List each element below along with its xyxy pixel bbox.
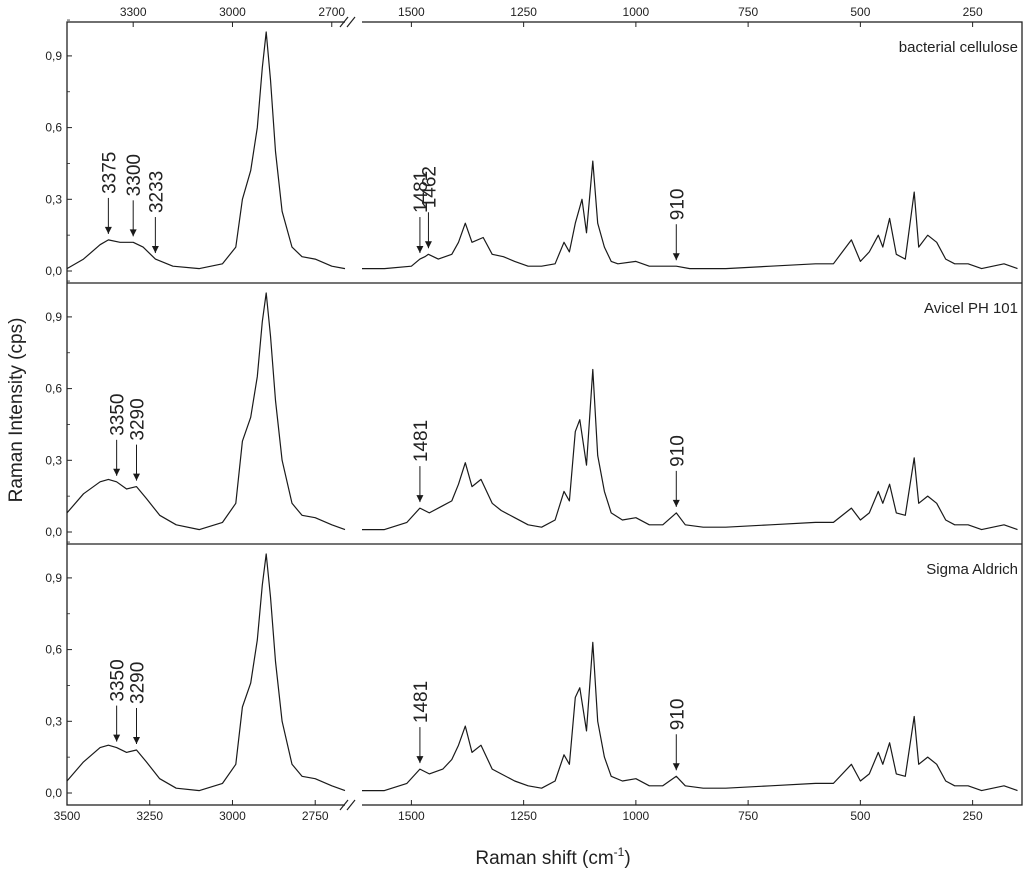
x-axis-title-main: Raman shift (cm: [475, 848, 613, 869]
x-top-tick-label: 3000: [219, 5, 246, 19]
annotation-label: 3290: [128, 398, 149, 440]
x-axis-title: Raman shift (cm-1): [475, 845, 630, 869]
y-tick-label: 0,3: [45, 192, 62, 206]
annotation-arrowhead: [424, 241, 432, 249]
y-tick-label: 0,0: [45, 525, 62, 539]
x-tick-label: 250: [963, 809, 983, 823]
annotation-arrowhead: [113, 734, 121, 742]
annotation-label: 3350: [108, 659, 129, 701]
series-label: Sigma Aldrich: [926, 561, 1018, 578]
plot-frame: [66, 21, 1023, 806]
y-tick-label: 0,3: [45, 714, 62, 728]
series-label: bacterial cellulose: [899, 39, 1018, 56]
y-tick-label: 0,6: [45, 382, 62, 396]
axis-break-mark: [339, 16, 349, 28]
y-tick-label: 0,9: [45, 310, 62, 324]
x-tick-label: 1250: [510, 809, 537, 823]
x-tick-label: 2750: [302, 809, 329, 823]
axis-break-gap: [345, 18, 362, 26]
annotation-arrowhead: [672, 763, 680, 771]
annotation-label: 910: [667, 189, 688, 221]
annotation-label: 3300: [124, 154, 145, 196]
annotation-label: 3290: [128, 662, 149, 704]
series-line-low: [362, 368, 1018, 531]
x-tick-label: 3250: [136, 809, 163, 823]
axis-break-gap: [345, 801, 362, 809]
annotation-label: 3350: [108, 394, 129, 436]
y-tick-label: 0,9: [45, 571, 62, 585]
x-tick-label: 1000: [623, 809, 650, 823]
annotation-arrowhead: [104, 226, 112, 234]
axis-break-mark: [346, 799, 356, 811]
annotation-label: 1462: [419, 166, 440, 208]
axis-break-mark: [339, 799, 349, 811]
series-line-high: [66, 31, 346, 270]
y-tick-label: 0,0: [45, 786, 62, 800]
x-tick-label: 750: [738, 809, 758, 823]
x-top-tick-label: 1500: [398, 5, 425, 19]
annotation-label: 1481: [411, 681, 432, 723]
x-top-tick-label: 1000: [623, 5, 650, 19]
annotation-arrowhead: [133, 473, 140, 481]
x-tick-label: 1500: [398, 809, 425, 823]
annotation-arrowhead: [672, 253, 680, 261]
x-top-tick-label: 750: [738, 5, 758, 19]
x-tick-label: 500: [850, 809, 870, 823]
annotation-arrowhead: [416, 495, 424, 503]
x-axis-title-superscript: -1: [614, 845, 625, 859]
annotation-label: 1481: [411, 420, 432, 462]
annotation-label: 910: [667, 699, 688, 731]
x-top-tick-label: 1250: [510, 5, 537, 19]
y-tick-label: 0,3: [45, 453, 62, 467]
annotation-label: 1481: [411, 171, 432, 213]
x-top-tick-label: 3300: [120, 5, 147, 19]
annotation-arrowhead: [672, 499, 680, 507]
y-tick-label: 0,0: [45, 264, 62, 278]
series-line-low: [362, 641, 1018, 792]
series-line-high: [66, 292, 346, 531]
annotation-arrowhead: [129, 229, 137, 237]
series-line-high: [66, 553, 346, 792]
x-top-tick-label: 500: [850, 5, 870, 19]
series-line-low: [362, 160, 1018, 270]
y-tick-label: 0,6: [45, 643, 62, 657]
annotation-label: 3233: [146, 171, 167, 213]
axis-break-mark: [346, 16, 356, 28]
annotation-label: 910: [667, 435, 688, 467]
x-tick-label: 3500: [54, 809, 81, 823]
y-tick-label: 0,9: [45, 49, 62, 63]
y-axis-title: Raman Intensity (cps): [6, 318, 27, 503]
annotation-arrowhead: [133, 736, 140, 744]
annotation-arrowhead: [113, 468, 121, 476]
x-top-tick-label: 250: [963, 5, 983, 19]
y-tick-label: 0,6: [45, 121, 62, 135]
annotation-arrowhead: [416, 246, 424, 254]
x-axis-title-close: ): [624, 848, 630, 869]
x-top-tick-label: 2700: [318, 5, 345, 19]
x-tick-label: 3000: [219, 809, 246, 823]
annotation-arrowhead: [416, 756, 424, 764]
annotation-label: 3375: [99, 152, 120, 194]
annotation-arrowhead: [151, 246, 159, 254]
series-label: Avicel PH 101: [924, 300, 1018, 317]
